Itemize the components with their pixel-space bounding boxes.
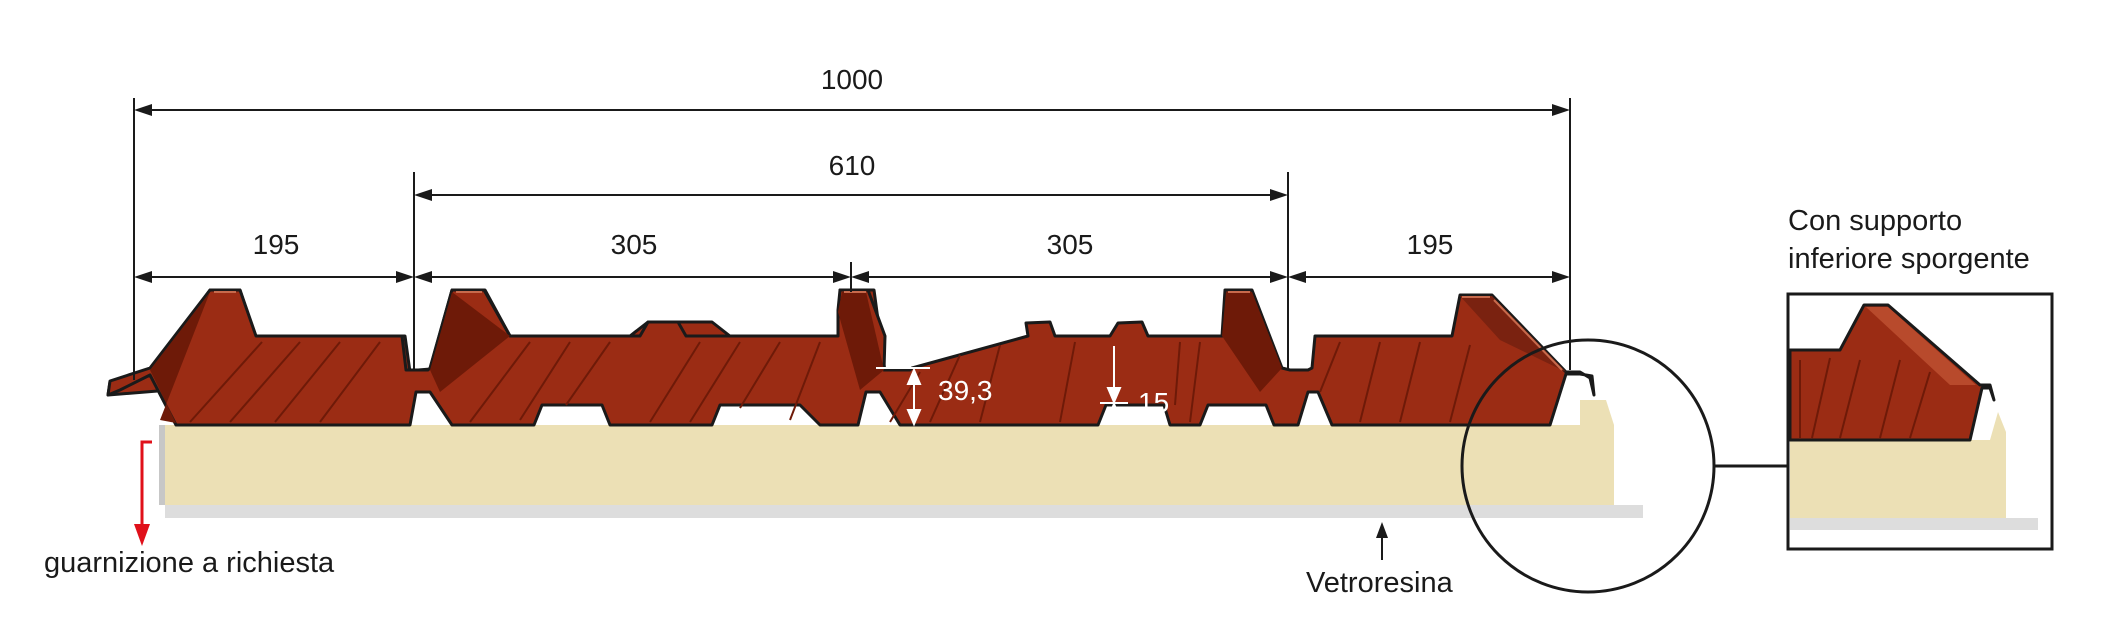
fiberglass-layer — [165, 505, 1643, 518]
rib-face-5 — [1460, 296, 1566, 372]
inset-title-line1: Con supporto — [1788, 205, 1962, 237]
foam-core — [163, 425, 1614, 505]
rib-height-marker — [876, 367, 930, 427]
sheet-grooves — [189, 341, 1471, 423]
dim-right-edge: 195 — [1407, 229, 1454, 260]
gasket-arrow — [134, 440, 152, 546]
dimension-lines — [133, 98, 1571, 380]
fiberglass-label: Vetroresina — [1306, 567, 1454, 599]
inset-foam — [1790, 412, 2006, 518]
inset-sheet — [1788, 303, 1996, 442]
dim-center-right: 305 — [1047, 229, 1094, 260]
metal-sheet — [106, 288, 1596, 427]
rib-face-4 — [1222, 292, 1282, 392]
dim-rib-height: 39,3 — [938, 375, 993, 406]
fiberglass-arrow — [1376, 522, 1388, 560]
dim-mini-rib-height: 15 — [1138, 387, 1169, 418]
panel-body — [159, 400, 1643, 518]
inset-detail — [1786, 292, 2054, 551]
dim-left-edge: 195 — [253, 229, 300, 260]
inset-grooves — [1799, 357, 1931, 439]
dim-middle-span: 610 — [829, 150, 876, 181]
gasket-strip — [159, 425, 165, 505]
inset-title-line2: inferiore sporgente — [1788, 243, 2030, 275]
gasket-label: guarnizione a richiesta — [44, 547, 335, 579]
dim-center-left: 305 — [611, 229, 658, 260]
ridge-highlights — [214, 291, 1563, 371]
rib-face-1 — [150, 292, 210, 423]
rib-face-2 — [430, 292, 510, 392]
foam-end — [1580, 400, 1614, 505]
inset-fiberglass — [1790, 518, 2038, 530]
mini-rib-height-marker — [1100, 346, 1128, 424]
dimension-arrowheads — [134, 104, 1570, 283]
rib-face-3 — [838, 292, 884, 390]
dim-total-width: 1000 — [821, 64, 883, 95]
inset-rib-face — [1866, 307, 1976, 385]
